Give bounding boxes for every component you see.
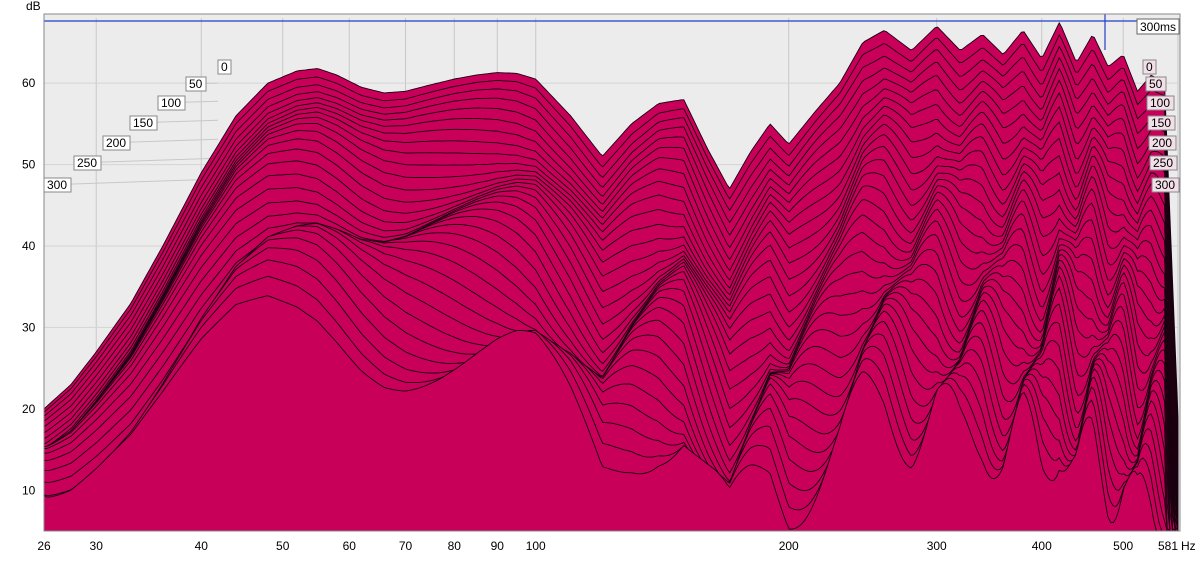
y-tick-label: 30 [22,320,36,334]
x-tick-label: 500 [1113,539,1133,553]
time-marker-box [185,76,207,92]
x-tick-label: 581 [1158,539,1178,553]
x-tick-label: 80 [448,539,462,553]
time-marker-label-left: 0 [221,60,228,74]
time-marker-box [102,135,131,151]
time-marker-label-left: 100 [161,96,181,110]
time-marker-box [217,59,232,75]
time-marker-box [157,95,186,111]
y-tick-label: 10 [22,483,36,497]
x-tick-label: 50 [276,539,290,553]
time-cursor: 300ms [1136,18,1180,35]
y-tick-label: 40 [22,239,36,253]
time-marker-box [73,155,102,171]
y-tick-label: 20 [22,402,36,416]
y-tick-label: 60 [22,76,36,90]
x-tick-label: 200 [779,539,799,553]
time-marker-label-right: 150 [1151,116,1171,130]
x-tick-label: 30 [90,539,104,553]
time-marker-label-left: 150 [133,116,153,130]
time-marker-label-left: 250 [77,156,97,170]
time-marker-label-left: 50 [189,77,203,91]
x-tick-label: 26 [37,539,51,553]
time-marker-label-right: 300 [1155,178,1175,192]
plot-frame [43,13,1181,532]
x-tick-label: 90 [491,539,505,553]
x-tick-label: 400 [1032,539,1052,553]
time-marker-label-right: 0 [1146,60,1153,74]
axes: dB Hz 10 20 30 40 50 60 26 30 40 50 60 70 80 90 100 200… [22,0,1196,553]
x-tick-label: 100 [526,539,546,553]
time-marker-box [1147,115,1176,131]
time-marker-box [1146,95,1175,111]
time-marker-box [1148,135,1177,151]
x-tick-label: 300 [927,539,947,553]
cursor-label: 300ms [1140,20,1176,34]
time-marker-label-left: 300 [47,178,67,192]
time-marker-label-right: 100 [1150,96,1170,110]
perspective-line [43,178,219,186]
time-marker-box [129,115,158,131]
time-marker-label-right: 200 [1152,136,1172,150]
y-tick-label: 50 [22,158,36,172]
x-tick-label: 40 [195,539,209,553]
y-axis-label: dB [26,0,41,13]
time-marker-label-right: 50 [1149,77,1163,91]
time-markers: 0 0 50 50 100 100 150 150 200 200 250 250 300 300 [43,14,1180,193]
cursor-label-box [1136,18,1180,35]
time-marker-box [1149,155,1178,171]
x-axis-unit: Hz [1181,539,1196,553]
time-marker-label-right: 250 [1153,156,1173,170]
time-marker-box [1142,59,1157,75]
waterfall-slice [43,295,1178,532]
x-tick-label: 70 [399,539,413,553]
time-marker-label-left: 200 [106,136,126,150]
time-marker-box [1151,177,1180,193]
time-marker-box [1145,76,1167,92]
x-tick-label: 60 [343,539,357,553]
waterfall-slices [43,21,1179,532]
